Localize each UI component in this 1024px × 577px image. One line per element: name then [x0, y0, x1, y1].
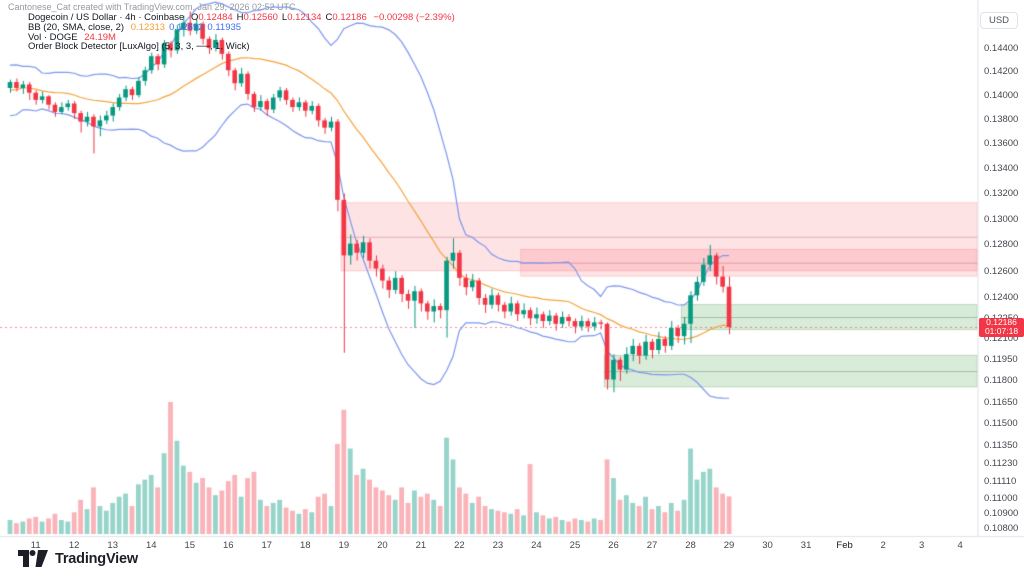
ohlc-values: O0.12484 H0.12560 L0.12134 C0.12186	[190, 12, 367, 23]
time-tick-label: 16	[222, 540, 234, 551]
price-tick-label: 0.10900	[984, 507, 1019, 519]
time-tick-label: 3	[918, 540, 925, 551]
time-tick-label: 30	[762, 540, 773, 551]
price-tick-label: 0.11950	[984, 354, 1018, 366]
price-tick-label: 0.12800	[984, 239, 1019, 251]
tradingview-logo-text: TradingView	[55, 550, 138, 567]
symbol-title: Dogecoin / US Dollar · 4h · Coinbase	[28, 12, 185, 23]
legend-symbol-row[interactable]: Dogecoin / US Dollar · 4h · Coinbase O0.…	[28, 13, 455, 23]
price-tick-label: 0.11350	[984, 440, 1018, 452]
price-tick-label: 0.11650	[984, 396, 1018, 408]
currency-toggle-button[interactable]: USD	[980, 12, 1018, 29]
price-tick-label: 0.13600	[984, 138, 1019, 150]
price-tick-label: 0.13800	[984, 113, 1019, 125]
volume-label: Vol · DOGE	[28, 31, 78, 43]
price-tick-label: 0.14000	[984, 89, 1019, 101]
bar-countdown: 01:07:18	[984, 326, 1019, 337]
price-tick-label: 0.11000	[984, 492, 1018, 504]
tradingview-logo-icon	[18, 550, 48, 567]
price-tick-label: 0.13200	[984, 187, 1019, 199]
price-tick-label: 0.12400	[984, 292, 1019, 304]
legend-bb-row[interactable]: BB (20, SMA, close, 2) 0.12313 0.12692 0.1…	[28, 21, 455, 33]
time-tick-label: 18	[300, 540, 311, 551]
time-tick-label: 13	[107, 540, 119, 551]
time-tick-label: 17	[261, 540, 273, 551]
price-tick-label: 0.12100	[984, 333, 1019, 345]
time-tick-label: 27	[646, 540, 658, 551]
price-tick-label: 0.11110	[984, 476, 1017, 488]
time-tick-label: 22	[454, 540, 465, 551]
legend-volume-row[interactable]: Vol · DOGE 24.19M	[28, 31, 455, 43]
price-tick-label: 0.11500	[984, 418, 1018, 430]
price-tick-label: 0.10800	[984, 523, 1019, 535]
volume-value: 24.19M	[84, 31, 116, 43]
time-tick-label: 14	[145, 540, 157, 551]
price-tick-label: 0.13400	[984, 162, 1019, 174]
time-tick-label: 31	[800, 540, 812, 551]
tradingview-logo[interactable]: TradingView	[18, 550, 138, 567]
time-tick-label: 23	[492, 540, 504, 551]
bb-label: BB (20, SMA, close, 2)	[28, 21, 125, 33]
price-tick-label: 0.11230	[984, 458, 1018, 470]
time-tick-label: 29	[723, 540, 735, 551]
time-tick-label: 26	[608, 540, 619, 551]
last-price-value: 0.12186	[986, 317, 1017, 328]
bb-values: 0.12313 0.12692 0.11935	[130, 21, 242, 33]
time-tick-label: 15	[184, 540, 196, 551]
time-tick-label: 21	[415, 540, 427, 551]
time-tick-label: 19	[338, 540, 350, 551]
time-tick-label: Feb	[836, 540, 853, 551]
price-tick-label: 0.11800	[984, 375, 1018, 387]
time-tick-label: 28	[685, 540, 696, 551]
time-tick-label: 25	[569, 540, 581, 551]
orderblock-label: Order Block Detector [LuxAlgo] (5, 3, 3,…	[28, 41, 250, 53]
attribution-text: Cantonese_Cat created with TradingView.c…	[8, 2, 296, 12]
legend-orderblock-row[interactable]: Order Block Detector [LuxAlgo] (5, 3, 3,…	[28, 42, 455, 52]
time-tick-label: 2	[880, 540, 886, 551]
time-tick-label: 20	[377, 540, 388, 551]
price-tick-label: 0.13000	[984, 213, 1019, 225]
chart-legend: Dogecoin / US Dollar · 4h · Coinbase O0.…	[28, 13, 455, 52]
time-tick-label: 4	[957, 540, 963, 551]
time-tick-label: 24	[531, 540, 542, 551]
price-change: −0.00298 (−2.39%)	[373, 12, 455, 23]
time-tick-label: 11	[30, 540, 41, 551]
last-price-badge: 0.12186 01:07:18	[979, 317, 1024, 337]
price-tick-label: 0.14400	[984, 42, 1019, 54]
price-tick-label: 0.14200	[984, 65, 1019, 77]
price-tick-label: 0.12600	[984, 265, 1019, 277]
time-tick-label: 12	[68, 540, 80, 551]
